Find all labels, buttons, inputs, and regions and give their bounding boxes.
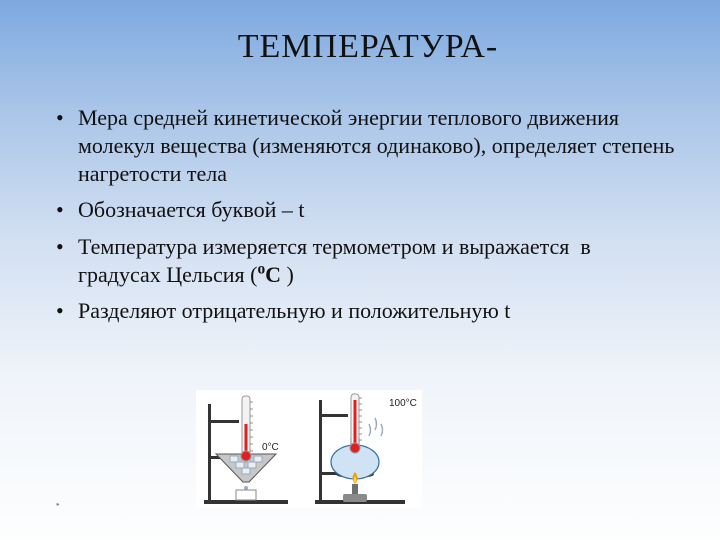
bullet-list: Мера средней кинетической энергии теплов… (56, 104, 680, 325)
bullet-item: Обозначается буквой – t (56, 196, 680, 224)
figure-ice-label: 0°C (262, 442, 279, 453)
figures-panel: 0°C 100°C (196, 390, 422, 508)
bullet-item: Мера средней кинетической энергии теплов… (56, 104, 680, 188)
bullet-item: Температура измеряется термометром и выр… (56, 233, 680, 289)
figure-ice: 0°C (196, 390, 309, 508)
bullet-text: Обозначается буквой – t (78, 197, 304, 222)
bullet-text: Мера средней кинетической энергии теплов… (78, 105, 680, 186)
figure-boiling-label: 100°C (389, 398, 417, 409)
bullet-text: Разделяют отрицательную и положительную … (78, 298, 510, 323)
slide-title: ТЕМПЕРАТУРА- (56, 28, 680, 66)
bullet-text: Температура измеряется термометром и выр… (78, 234, 624, 287)
figure-ice-svg (196, 390, 309, 508)
attribution-mark: * (56, 502, 60, 510)
bullet-item: Разделяют отрицательную и положительную … (56, 297, 680, 325)
slide: ТЕМПЕРАТУРА- Мера средней кинетической э… (0, 0, 720, 540)
figure-boiling: 100°C (309, 390, 422, 508)
